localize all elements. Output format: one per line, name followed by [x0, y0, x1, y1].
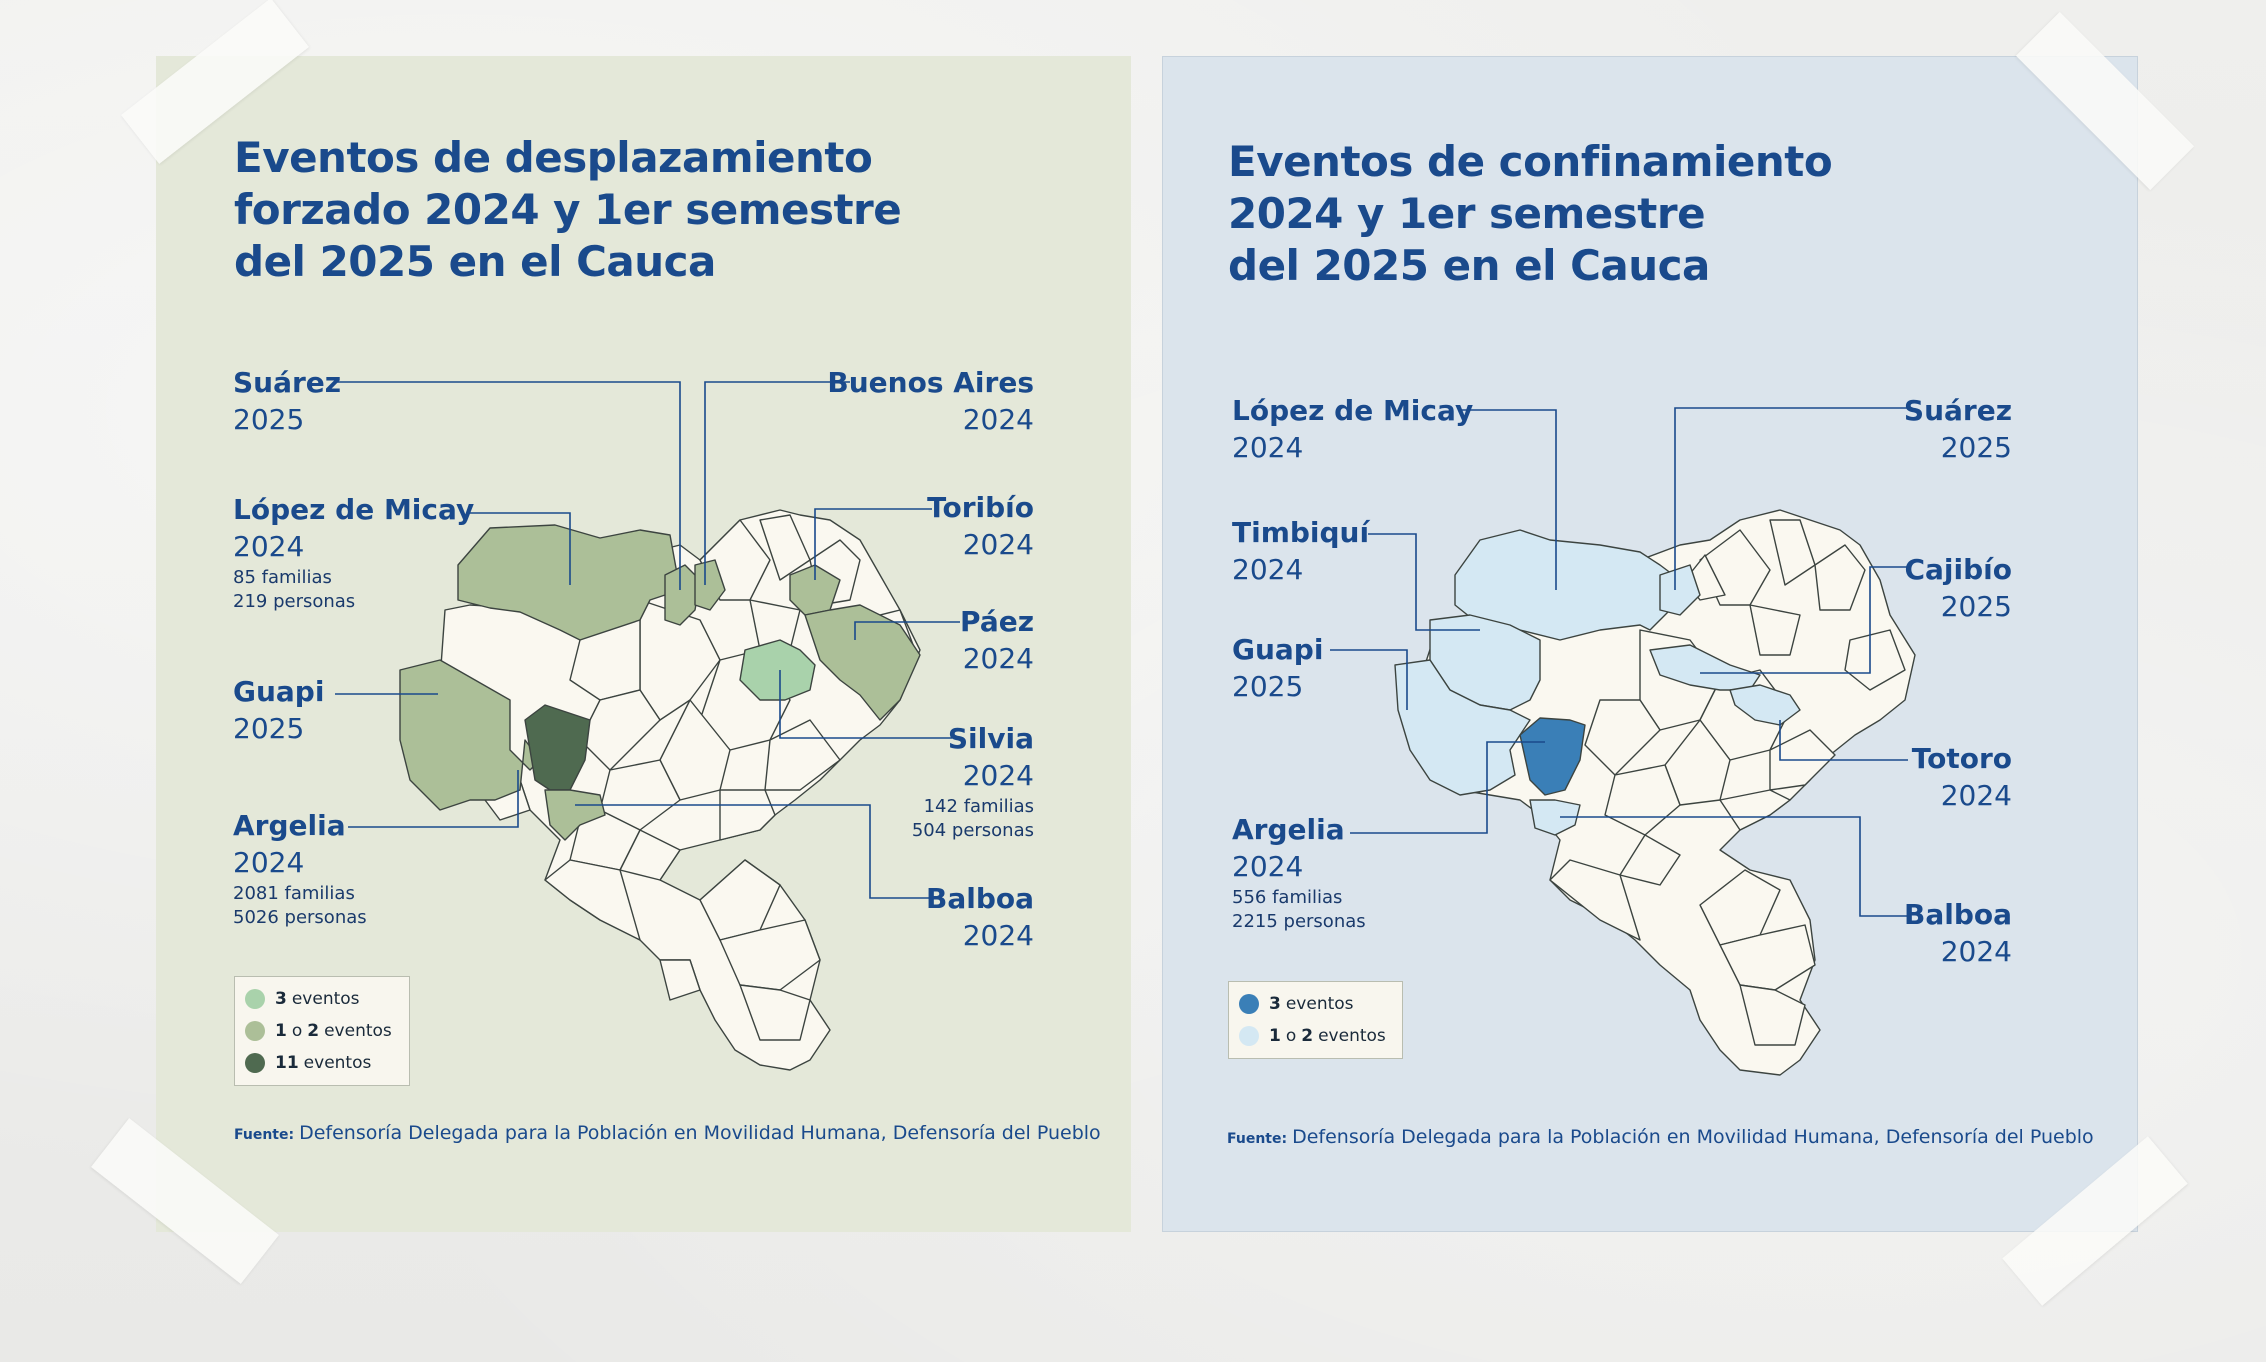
legend-row-1-2-events: 1 o 2 eventos [1239, 1020, 1392, 1052]
legend-swatch [1239, 1026, 1259, 1046]
label-suarez: Suárez 2025 [233, 366, 342, 436]
legend-row-1-2-events: 1 o 2 eventos [245, 1015, 399, 1047]
label-buenos-aires: Buenos Aires 2024 [827, 366, 1034, 436]
balboa-area [544, 789, 606, 841]
label-argelia-conf: Argelia 2024 556 familias 2215 personas [1232, 813, 1366, 932]
totoro-area [1729, 684, 1801, 726]
leader-line-suarez [335, 381, 681, 590]
displacement-legend: 3 eventos 1 o 2 eventos 11 eventos [234, 976, 410, 1086]
displacement-title: Eventos de desplazamiento forzado 2024 y… [234, 132, 902, 288]
legend-row-3-events: 3 eventos [245, 983, 399, 1015]
confinement-title-line-2: 2024 y 1er semestre [1228, 189, 1706, 238]
argelia-area [524, 704, 591, 791]
label-paez: Páez 2024 [960, 605, 1034, 675]
leader-line-cajibio [1700, 566, 1908, 674]
legend-row-11-events: 11 eventos [245, 1047, 399, 1079]
confinement-title: Eventos de confinamiento 2024 y 1er seme… [1228, 136, 1833, 292]
guapi-area [1394, 659, 1531, 796]
legend-row-3-events: 3 eventos [1239, 988, 1392, 1020]
label-guapi: Guapi 2025 [233, 675, 325, 745]
label-toribio: Toribío 2024 [927, 491, 1034, 561]
leader-line-toribio [814, 508, 932, 580]
buenos-aires-area [694, 559, 726, 611]
paez-area [804, 604, 921, 721]
leader-line-argelia [1350, 741, 1545, 834]
confinement-title-line-3: del 2025 en el Cauca [1228, 241, 1710, 290]
leader-line-lopez-de-micay [467, 512, 571, 585]
confinement-title-line-1: Eventos de confinamiento [1228, 137, 1833, 186]
legend-swatch [245, 1053, 265, 1073]
leader-line-lopez-de-micay [1460, 409, 1557, 590]
suarez-area [1659, 564, 1701, 616]
leader-line-timbiqui [1368, 533, 1480, 631]
label-argelia: Argelia 2024 2081 familias 5026 personas [233, 809, 367, 928]
label-silvia: Silvia 2024 142 familias 504 personas [911, 722, 1034, 841]
label-totoro-conf: Totoro 2024 [1911, 742, 2012, 812]
leader-line-balboa [575, 804, 930, 899]
leader-line-buenos-aires [704, 381, 850, 585]
leader-line-suarez [1674, 407, 1910, 590]
label-lopez-de-micay-conf: López de Micay 2024 [1232, 394, 1474, 464]
legend-swatch [245, 1021, 265, 1041]
leader-line-argelia [348, 770, 519, 828]
legend-swatch [1239, 994, 1259, 1014]
confinement-source: Fuente: Defensoría Delegada para la Pobla… [1227, 1126, 2094, 1148]
label-balboa: Balboa 2024 [925, 882, 1034, 952]
leader-line-totoro [1779, 720, 1908, 761]
label-guapi-conf: Guapi 2025 [1232, 633, 1324, 703]
displacement-source: Fuente: Defensoría Delegada para la Pobla… [234, 1122, 1101, 1144]
label-timbiqui-conf: Timbiquí 2024 [1232, 516, 1370, 586]
leader-line-paez [854, 621, 960, 640]
label-suarez-conf: Suárez 2025 [1903, 394, 2012, 464]
displacement-title-line-1: Eventos de desplazamiento [234, 133, 873, 182]
legend-swatch [245, 989, 265, 1009]
confinement-legend: 3 eventos 1 o 2 eventos [1228, 981, 1403, 1059]
leader-line-guapi [1330, 649, 1408, 710]
displacement-title-line-3: del 2025 en el Cauca [234, 237, 716, 286]
guapi-area [399, 659, 541, 811]
suarez-area [664, 564, 701, 626]
leader-line-balboa [1560, 816, 1908, 917]
label-lopez-de-micay: López de Micay 2024 85 familias 219 pers… [233, 493, 475, 612]
argelia-area [1519, 717, 1586, 796]
label-balboa-conf: Balboa 2024 [1903, 898, 2012, 968]
label-cajibio-conf: Cajibío 2025 [1904, 553, 2012, 623]
balboa-area [1529, 799, 1581, 836]
leader-line-silvia [779, 670, 952, 739]
displacement-title-line-2: forzado 2024 y 1er semestre [234, 185, 902, 234]
silvia-area [739, 639, 816, 701]
